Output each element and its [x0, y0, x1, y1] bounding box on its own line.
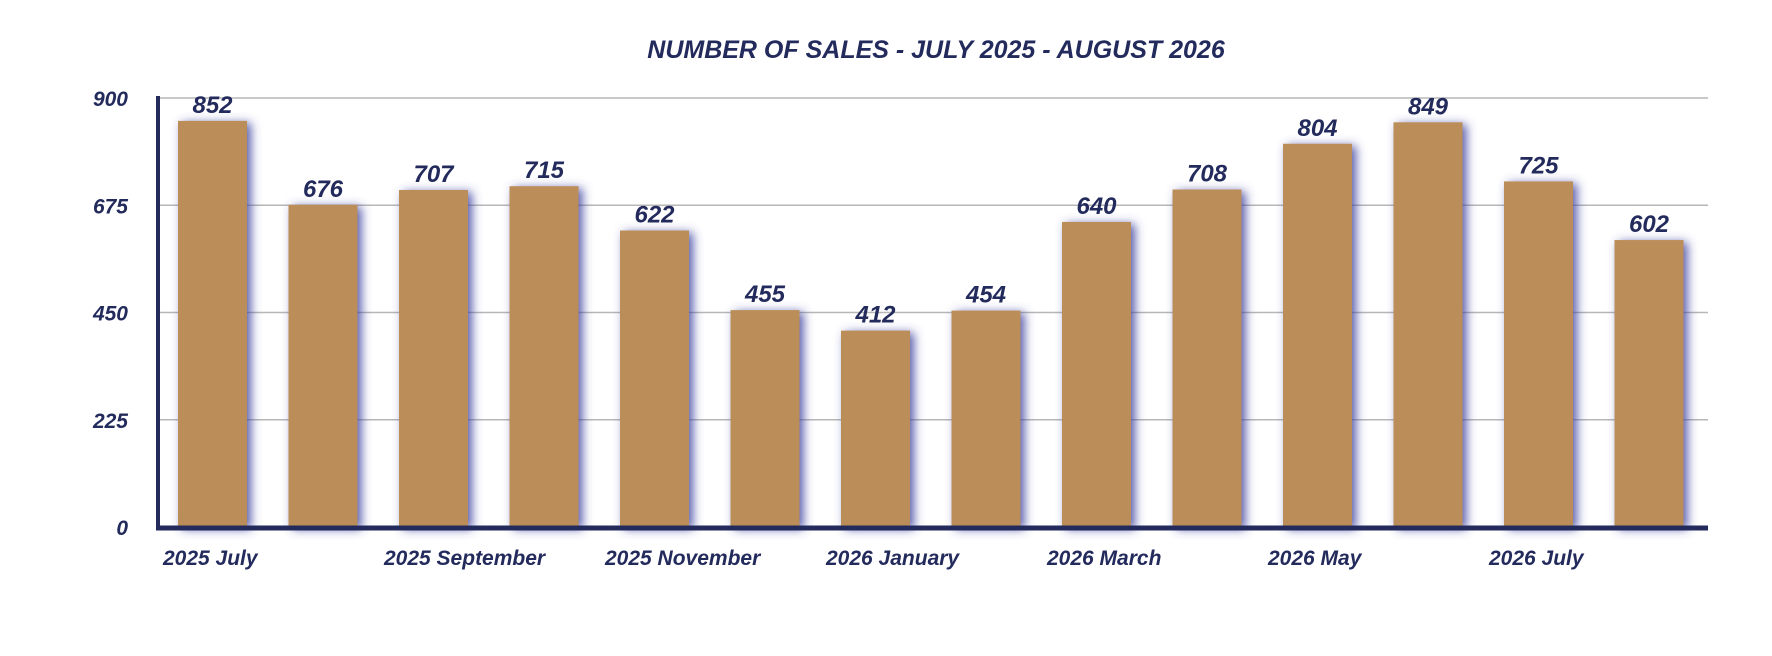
data-label: 715 — [524, 157, 565, 184]
x-tick-label: 2026 January — [825, 547, 960, 570]
y-tick-label: 450 — [92, 303, 128, 326]
grid-lines — [158, 97, 1708, 421]
axes — [156, 96, 1708, 531]
y-tick-label: 225 — [92, 410, 128, 433]
data-label: 455 — [744, 281, 786, 308]
data-label: 622 — [634, 202, 675, 229]
bar — [399, 189, 468, 527]
y-axis-ticks: 0 225 450 675 900 — [92, 88, 128, 540]
bar — [1283, 143, 1352, 527]
bar — [730, 310, 800, 527]
data-label: 725 — [1518, 152, 1559, 179]
data-label: 849 — [1408, 93, 1449, 120]
bar — [1172, 189, 1242, 527]
bar — [951, 310, 1021, 527]
x-axis-ticks: 2025 July 2025 September 2025 November 2026… — [162, 547, 1585, 570]
data-label: 708 — [1187, 161, 1228, 188]
x-tick-label: 2025 July — [162, 547, 259, 570]
bar — [620, 230, 689, 527]
x-tick-label: 2025 November — [604, 547, 762, 570]
data-labels: 852 676 707 715 622 455 412 454 640 708 804 849 725 6… — [192, 92, 1669, 329]
data-label: 640 — [1076, 193, 1117, 220]
y-tick-label: 0 — [116, 517, 128, 540]
bar — [841, 330, 910, 527]
bar — [1504, 181, 1573, 527]
y-tick-label: 900 — [93, 88, 128, 111]
y-tick-label: 675 — [93, 195, 128, 218]
data-label: 852 — [192, 92, 233, 119]
x-tick-label: 2026 March — [1046, 547, 1161, 570]
data-label: 454 — [965, 282, 1006, 309]
chart-title: NUMBER OF SALES - JULY 2025 - AUGUST 202… — [647, 36, 1226, 64]
data-label: 602 — [1629, 211, 1670, 238]
bar — [1614, 240, 1684, 527]
data-label: 676 — [303, 176, 344, 203]
x-tick-label: 2025 September — [383, 547, 547, 570]
bar — [509, 186, 579, 527]
bar — [1062, 221, 1131, 527]
data-label: 707 — [413, 161, 455, 188]
data-label: 412 — [854, 302, 896, 329]
bar — [288, 204, 358, 528]
bar — [178, 120, 247, 527]
bar — [1393, 122, 1463, 527]
x-tick-label: 2026 July — [1488, 547, 1585, 570]
data-label: 804 — [1297, 115, 1337, 142]
bars — [178, 120, 1684, 528]
x-tick-label: 2026 May — [1267, 547, 1363, 570]
